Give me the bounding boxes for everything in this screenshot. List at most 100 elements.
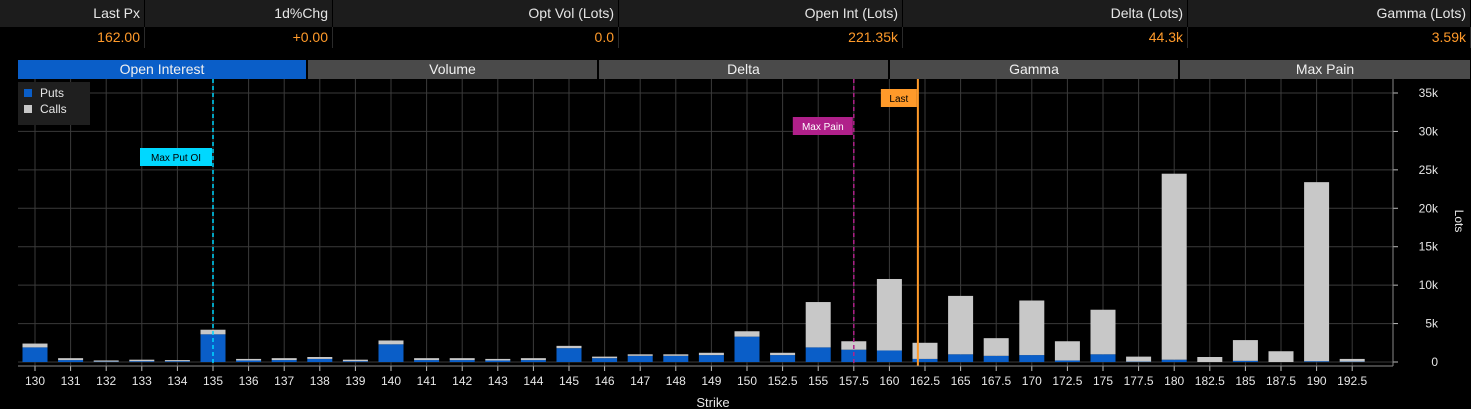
bar-calls-172.5	[1054, 341, 1080, 361]
bar-calls-175	[1090, 309, 1116, 355]
bar-calls-141	[414, 358, 440, 361]
y-tick-label: 25k	[1419, 163, 1439, 177]
bar-calls-134	[164, 360, 190, 362]
bar-puts-147	[627, 355, 653, 362]
y-tick-label: 20k	[1419, 201, 1439, 215]
x-tick-label: 132	[96, 374, 116, 388]
bar-puts-137	[271, 360, 297, 362]
x-tick-label: 141	[417, 374, 437, 388]
tab-open-interest[interactable]: Open Interest	[18, 60, 308, 79]
bar-puts-136	[236, 360, 262, 362]
bar-calls-136	[236, 358, 262, 361]
x-tick-label: 177.5	[1124, 374, 1154, 388]
stat-value: 221.35k	[619, 27, 903, 48]
bar-puts-155	[805, 347, 831, 362]
x-tick-label: 150	[737, 374, 757, 388]
plot-area	[18, 79, 1393, 366]
bar-puts-146	[592, 358, 618, 362]
stat-label: 1d%Chg	[145, 0, 333, 27]
bar-puts-142	[449, 360, 475, 362]
x-tick-label: 131	[61, 374, 81, 388]
bar-puts-141	[414, 360, 440, 362]
x-tick-label: 142	[452, 374, 472, 388]
bar-puts-130	[22, 347, 48, 362]
marker-box-last	[880, 89, 917, 107]
x-tick-label: 165	[951, 374, 971, 388]
bar-calls-140	[378, 340, 404, 345]
x-tick-label: 162.5	[910, 374, 940, 388]
x-tick-label: 180	[1164, 374, 1184, 388]
x-tick-label: 144	[523, 374, 543, 388]
tab-delta[interactable]: Delta	[599, 60, 890, 79]
bar-calls-143	[485, 358, 511, 361]
stat-label: Open Int (Lots)	[619, 0, 903, 27]
bar-calls-187.5	[1268, 351, 1294, 362]
x-tick-label: 145	[559, 374, 579, 388]
bar-puts-144	[520, 360, 546, 362]
marker-box-max-put-oi	[140, 148, 212, 166]
bar-calls-146	[592, 356, 618, 359]
markers: Max Put OI Max Pain Last	[140, 79, 919, 366]
bar-calls-130	[22, 343, 48, 348]
legend-label-puts: Puts	[40, 86, 64, 100]
bar-puts-180	[1161, 359, 1187, 362]
bar-calls-170	[1019, 300, 1045, 356]
y-tick-label: 35k	[1419, 86, 1439, 100]
x-tick-label: 155	[808, 374, 828, 388]
bar-calls-142	[449, 358, 475, 361]
bar-puts-139	[342, 361, 368, 362]
x-tick-label: 146	[595, 374, 615, 388]
bar-calls-155	[805, 302, 831, 348]
x-tick-label: 170	[1022, 374, 1042, 388]
x-tick-label: 136	[239, 374, 259, 388]
bar-puts-162.5	[912, 358, 938, 362]
bar-puts-131	[58, 360, 84, 362]
x-tick-label: 157.5	[839, 374, 869, 388]
bar-puts-133	[129, 361, 155, 362]
x-tick-label: 137	[274, 374, 294, 388]
bar-calls-152.5	[770, 352, 796, 356]
bar-calls-180	[1161, 173, 1187, 360]
bar-calls-160	[876, 278, 902, 351]
bar-puts-150	[734, 336, 760, 362]
x-tick-label: 149	[701, 374, 721, 388]
chart-tabs: Open Interest Volume Delta Gamma Max Pai…	[18, 60, 1470, 79]
bar-calls-147	[627, 354, 653, 356]
bar-calls-139	[342, 359, 368, 362]
marker-box-max-pain	[792, 117, 853, 135]
bar-puts-143	[485, 360, 511, 362]
stat-gamma: Gamma (Lots) 3.59k	[1188, 0, 1471, 50]
stat-1d-chg: 1d%Chg +0.00	[145, 0, 333, 50]
x-tick-label: 135	[203, 374, 223, 388]
marker-label-last: Last	[889, 94, 908, 105]
stat-value: +0.00	[145, 27, 333, 48]
x-tick-label: 190	[1307, 374, 1327, 388]
tab-gamma[interactable]: Gamma	[890, 60, 1180, 79]
x-tick-label: 182.5	[1195, 374, 1225, 388]
y-tick-label: 5k	[1425, 317, 1439, 331]
marker-label-max-put-oi: Max Put OI	[151, 153, 201, 164]
x-tick-label: 192.5	[1337, 374, 1367, 388]
marker-label-max-pain: Max Pain	[802, 122, 844, 133]
open-interest-chart: Max Put OI Max Pain Last 0 5k 10k 15k 20k 25k 30…	[18, 79, 1466, 409]
bar-puts-140	[378, 344, 404, 362]
stat-opt-vol: Opt Vol (Lots) 0.0	[333, 0, 619, 50]
bar-calls-132	[93, 360, 119, 362]
bar-calls-165	[948, 295, 974, 355]
bar-puts-152.5	[770, 355, 796, 362]
x-axis-label: Strike	[696, 395, 729, 409]
bar-puts-149	[698, 355, 724, 362]
tab-max-pain[interactable]: Max Pain	[1180, 60, 1470, 79]
x-tick-label: 134	[167, 374, 187, 388]
tab-volume[interactable]: Volume	[308, 60, 599, 79]
bar-calls-185	[1232, 340, 1258, 361]
bar-calls-177.5	[1126, 356, 1152, 362]
bar-puts-134	[164, 361, 190, 362]
bar-puts-172.5	[1054, 360, 1080, 362]
x-tick-label: 130	[25, 374, 45, 388]
bar-calls-149	[698, 352, 724, 356]
stat-open-int: Open Int (Lots) 221.35k	[619, 0, 903, 50]
bar-calls-167.5	[983, 338, 1009, 356]
stat-value: 162.00	[0, 27, 145, 48]
bar-puts-167.5	[983, 355, 1009, 362]
